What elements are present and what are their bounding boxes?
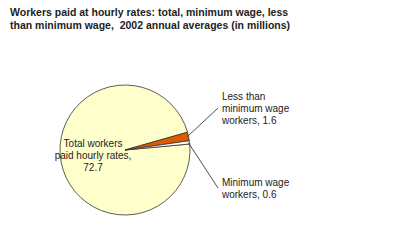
slice	[125, 132, 189, 150]
text-line: Minimum wage	[222, 177, 290, 188]
title: Workers paid at hourly rates: total, min…	[10, 6, 290, 31]
slice	[125, 141, 190, 150]
slice-label: Total workerspaid hourly rates,72.7	[55, 138, 132, 173]
text-line: Workers paid at hourly rates: total, min…	[10, 6, 288, 18]
text-line: 72.7	[83, 162, 103, 173]
chart: Workers paid at hourly rates: total, min…	[0, 0, 401, 238]
labels: Total workerspaid hourly rates,72.7 Less …	[55, 91, 290, 200]
slice-label: Minimum wageworkers, 0.6	[221, 177, 290, 200]
text-line: minimum wage	[222, 103, 290, 114]
text-line: paid hourly rates,	[55, 150, 132, 161]
leader-line	[187, 108, 218, 137]
text-line: workers, 0.6	[221, 189, 277, 200]
slice-label: Less thanminimum wageworkers, 1.6	[221, 91, 290, 126]
text-line: workers, 1.6	[221, 115, 277, 126]
text-line: Less than	[222, 91, 265, 102]
text-line: Total workers	[64, 138, 123, 149]
text-line: than minimum wage, 2002 annual averages …	[10, 19, 290, 31]
leader-line	[188, 143, 218, 188]
